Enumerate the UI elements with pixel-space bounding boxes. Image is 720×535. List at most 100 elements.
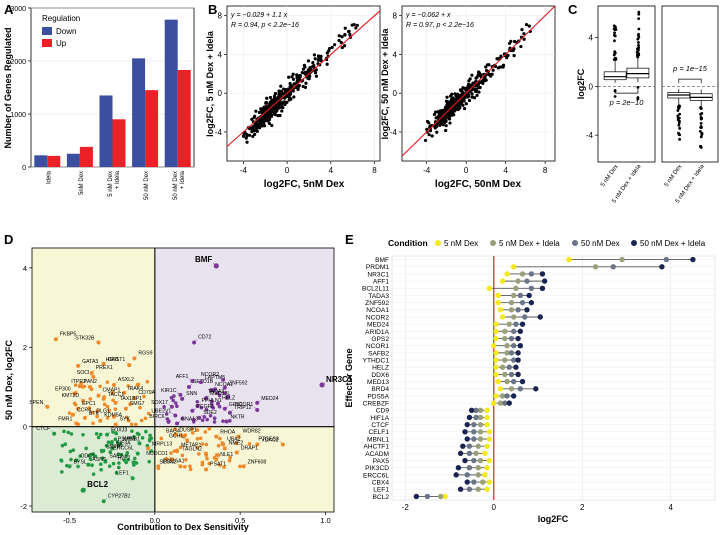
panel-e-gene-label: CREBZF [363,401,389,408]
panel-e-dot-ncor1-c2 [504,343,510,349]
panel-d-point-bcl2 [80,487,86,493]
panel-e-dot-mbnl1-c3 [471,436,477,442]
panel-d-point [210,404,214,409]
panel-b-point [279,93,283,97]
panel-e-dot-ahctf1-c2 [475,443,481,449]
panel-d-label-asxl2: ASXL2 [118,377,134,383]
panel-d-point [102,402,107,407]
panel-b-y-tick-label: 4 [393,50,398,59]
panel-e-gene-label: GPS2 [371,336,389,343]
panel-b-point [482,78,486,82]
panel-d-label-tax1bp1: TAX1BP1 [120,396,143,402]
panel-d-point-fmr1 [74,421,79,426]
panel-e-dot-crebzf-c3 [502,400,508,406]
panel-label-d: D [4,232,13,247]
panel-b-point [476,82,480,87]
panel-d-label-cmap1: CMAP1 [103,388,121,394]
panel-e-dot-ncor1-c3 [510,343,517,349]
panel-d-point-kmt2d [81,398,86,403]
panel-e-dot-ctcf-c2 [477,421,484,428]
panel-d-label-metap1: METAP1 [181,442,201,448]
panel-b-point [259,120,263,124]
bar-down-1 [66,153,80,167]
panel-d-point [247,442,252,446]
panel-e-dot-nr3c1-c2 [519,271,526,277]
panel-d-point-gch1 [185,438,190,443]
panel-e-dot-bcl2-c3 [424,493,431,500]
panel-d-point-spen [45,404,50,409]
panel-b-point [256,122,260,126]
panel-e-dot-med24-c1 [493,321,499,327]
panel-b-point [491,68,495,72]
panel-b-point [266,111,271,115]
panel-d-point [63,442,68,447]
panel-e-dot-bcl2l11-c4 [539,285,546,291]
panel-e-dot-ctcf-c3 [471,421,477,428]
panel-e-dot-med13-c3 [510,378,517,385]
panel-d-point [218,436,222,441]
panel-b-point [427,133,431,137]
panel-d-point [217,404,222,409]
legend-dot-c3 [572,240,578,246]
panel-e-gene-label: ACADM [365,451,389,458]
panel-b-point [288,92,292,96]
panel-b-point [250,128,255,132]
panel-e-dot-znf592-c2 [508,299,515,306]
panel-b-point [350,23,354,27]
panel-a-legend: Regulation Down Up [42,14,80,48]
panel-c-outliers [698,106,704,149]
panel-d-point [98,384,102,389]
panel-b-point [311,64,315,68]
panel-d-y-tick-label: 0 [23,423,27,432]
panel-e-dot-ahctf1-c3 [466,443,473,449]
panel-b-point [259,123,263,127]
panel-e-gene-label: NCOR1 [366,343,389,350]
panel-d-point [129,422,134,427]
panel-d-point [124,415,129,420]
panel-d-label-aff1: AFF1 [176,374,189,380]
panel-e-dot-brd4-c2 [508,386,515,392]
panel-d-label-ctcf: CTCF [36,426,50,432]
panel-e-legend: Condition 5 nM Dex 5 nM Dex + Idela 50 n… [388,238,706,248]
panel-d-label-dusp1: DUSP1 [179,428,196,434]
panel-b-point [279,84,283,88]
panel-d-point [87,406,92,410]
panel-b-point [348,32,352,37]
panel-e-dot-prdm1-c3 [610,264,616,270]
panel-e-dot-pds5a-c2 [499,393,506,399]
panel-b-point [520,27,524,32]
panel-d-point [90,410,95,415]
panel-d-point-nme2 [222,446,227,451]
panel-d-point [90,463,94,468]
panel-b-point [286,87,290,91]
panel-b-point [302,63,306,67]
panel-d-label-gna13: GNA13 [181,416,198,422]
legend-label-c2: 5 nM Dex + Idela [499,239,560,248]
panel-e-gene-label: CTCF [371,422,389,429]
panel-b-point [468,90,472,94]
panel-d-label-rgs9: RGS9 [138,350,152,356]
panel-d-point [204,442,209,447]
panel-d-label-ncoa1: NCOA1 [215,382,233,388]
panel-d-label-ep300: EP300 [55,387,71,393]
panel-b-point [280,102,284,106]
panel-d-point [134,422,138,427]
panel-e-dot-cbx4-c2 [480,479,486,485]
panel-e-gene-label: LEF1 [373,487,389,494]
panel-e-dot-lef1-c3 [466,486,473,492]
panel-b-point [477,90,481,94]
legend-dot-c1 [435,240,441,246]
legend-dot-c4 [631,240,637,246]
panel-e-dot-med24-c4 [519,321,526,327]
panel-e-gene-label: NCOR2 [366,314,389,321]
panel-b-point [487,73,491,77]
panel-b-point [295,73,299,77]
panel-d-point [208,413,213,418]
panel-b-point [522,37,526,41]
panel-a-y-tick-label: 0 [22,165,26,172]
panel-e-dot-brd4-c3 [517,386,524,392]
panel-d-point [132,456,137,461]
panel-e-dot-nr3c1-c4 [539,271,546,277]
panel-d-point [198,436,203,441]
panel-d-label-foxj3: FOXJ3 [111,428,127,434]
